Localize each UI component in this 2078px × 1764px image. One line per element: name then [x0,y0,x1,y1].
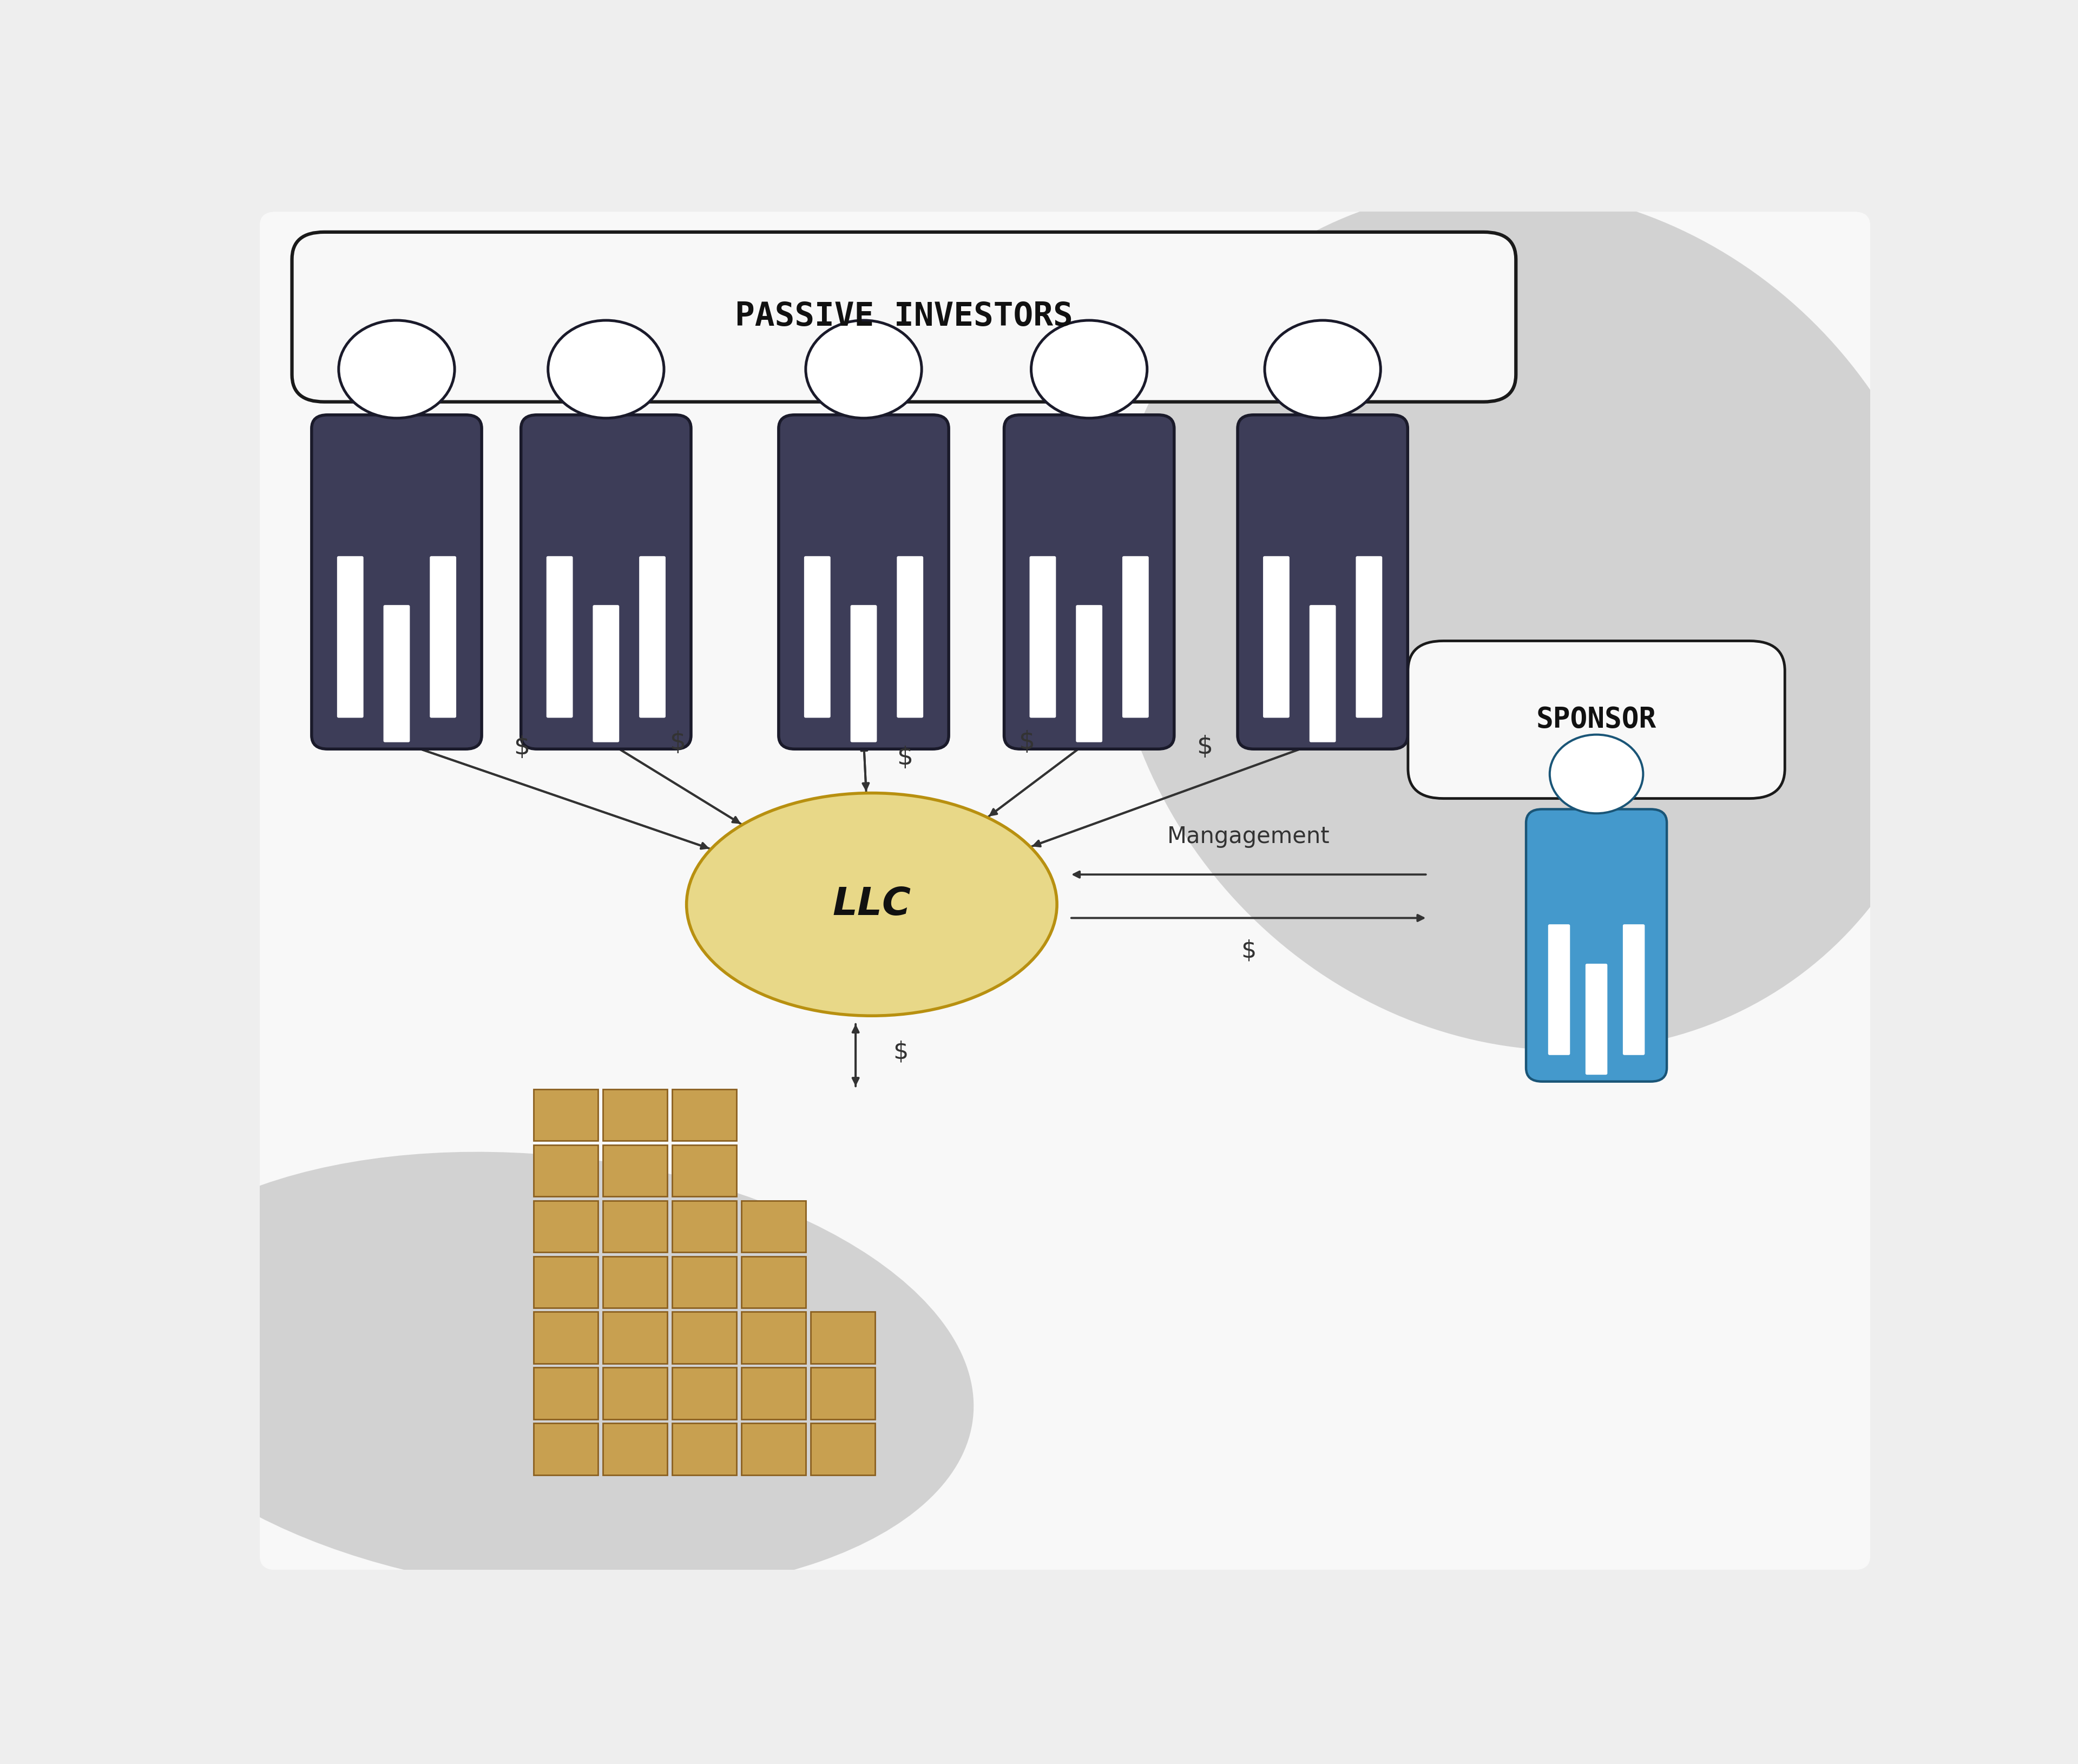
FancyBboxPatch shape [547,556,574,718]
Ellipse shape [686,794,1058,1016]
Text: PASSIVE INVESTORS: PASSIVE INVESTORS [736,302,1072,333]
FancyBboxPatch shape [1004,415,1174,750]
FancyBboxPatch shape [384,605,409,743]
Bar [671,1312,736,1364]
FancyBboxPatch shape [850,605,877,743]
Text: SPONSOR: SPONSOR [1536,706,1656,734]
Ellipse shape [1110,187,1955,1051]
Bar [534,1145,598,1196]
Text: Mangagement: Mangagement [1168,826,1330,848]
Circle shape [339,321,455,418]
FancyBboxPatch shape [1238,415,1407,750]
Bar [810,1312,875,1364]
Bar [742,1256,806,1307]
Text: $: $ [513,736,530,760]
FancyBboxPatch shape [1029,556,1056,718]
Text: LLC: LLC [833,886,910,923]
Bar [603,1088,667,1141]
FancyBboxPatch shape [898,556,923,718]
FancyBboxPatch shape [1409,640,1785,799]
FancyBboxPatch shape [1548,924,1571,1055]
FancyBboxPatch shape [1263,556,1290,718]
Bar [671,1424,736,1475]
Bar [534,1201,598,1252]
Bar [603,1145,667,1196]
FancyBboxPatch shape [1623,924,1644,1055]
Text: $: $ [898,746,912,769]
Text: $: $ [1018,730,1035,755]
Text: $: $ [669,730,686,755]
Bar [534,1424,598,1475]
Bar [742,1367,806,1420]
Bar [671,1145,736,1196]
Text: $: $ [1197,734,1214,759]
Bar [742,1201,806,1252]
Bar [742,1424,806,1475]
Bar [534,1256,598,1307]
Bar [603,1424,667,1475]
Ellipse shape [110,1152,975,1595]
FancyBboxPatch shape [779,415,950,750]
Bar [742,1312,806,1364]
Bar [671,1088,736,1141]
Bar [603,1256,667,1307]
FancyBboxPatch shape [260,212,1870,1570]
Bar [603,1367,667,1420]
Text: $: $ [894,1041,908,1064]
FancyBboxPatch shape [291,233,1517,402]
FancyBboxPatch shape [1122,556,1149,718]
Circle shape [549,321,665,418]
FancyBboxPatch shape [1586,963,1608,1074]
FancyBboxPatch shape [1309,605,1336,743]
Bar [603,1312,667,1364]
Circle shape [1550,734,1644,813]
FancyBboxPatch shape [522,415,692,750]
Bar [534,1367,598,1420]
Bar [671,1256,736,1307]
FancyBboxPatch shape [1525,810,1667,1081]
FancyBboxPatch shape [640,556,665,718]
Bar [671,1367,736,1420]
Circle shape [1266,321,1380,418]
Bar [603,1201,667,1252]
FancyBboxPatch shape [312,415,482,750]
Bar [534,1312,598,1364]
Circle shape [1031,321,1147,418]
FancyBboxPatch shape [1355,556,1382,718]
FancyBboxPatch shape [337,556,364,718]
Bar [810,1424,875,1475]
Text: $: $ [1241,938,1257,961]
Bar [671,1201,736,1252]
Circle shape [806,321,923,418]
FancyBboxPatch shape [430,556,457,718]
Bar [534,1088,598,1141]
Bar [810,1367,875,1420]
FancyBboxPatch shape [592,605,619,743]
FancyBboxPatch shape [804,556,831,718]
FancyBboxPatch shape [1076,605,1101,743]
